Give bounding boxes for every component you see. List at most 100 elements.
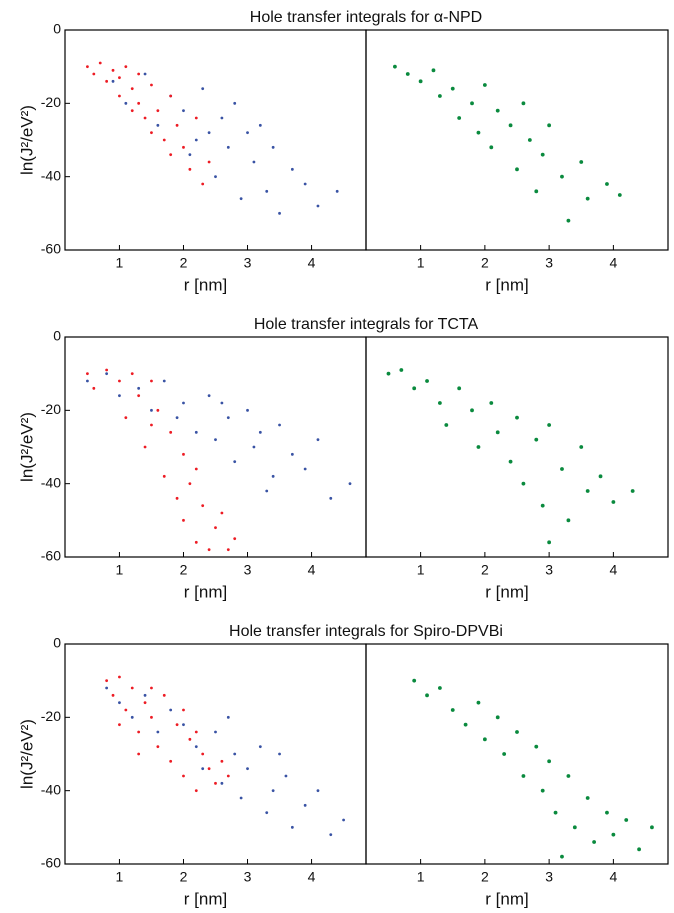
data-point xyxy=(150,408,153,412)
data-point xyxy=(111,693,115,697)
data-point xyxy=(226,715,230,719)
data-point xyxy=(118,701,121,705)
data-point xyxy=(137,394,141,398)
y-axis-label: ln(J²/eV²) xyxy=(17,412,36,482)
data-point xyxy=(579,160,584,164)
data-point xyxy=(182,401,185,405)
data-point xyxy=(252,160,256,164)
data-point xyxy=(220,781,224,785)
data-point xyxy=(220,759,224,763)
data-point xyxy=(182,109,185,113)
y-tick-label: -60 xyxy=(41,548,61,564)
data-point xyxy=(560,854,564,859)
data-point xyxy=(105,679,109,683)
data-point xyxy=(329,833,333,837)
plot-frame xyxy=(365,336,669,558)
data-point xyxy=(386,371,391,376)
data-point xyxy=(278,211,281,215)
x-tick-label: 1 xyxy=(417,562,425,578)
data-point xyxy=(540,788,545,793)
data-point xyxy=(124,708,128,712)
data-point xyxy=(437,94,442,98)
data-point xyxy=(233,537,237,541)
x-tick-label: 2 xyxy=(180,562,188,578)
data-point xyxy=(105,686,109,690)
x-tick-label: 2 xyxy=(481,562,489,578)
data-point xyxy=(118,379,121,383)
data-point xyxy=(130,686,134,690)
x-tick-label: 3 xyxy=(545,562,553,578)
data-point xyxy=(418,79,423,84)
data-point xyxy=(220,401,224,405)
data-point xyxy=(175,123,179,127)
data-point xyxy=(605,810,609,815)
data-point xyxy=(162,138,166,142)
data-point xyxy=(124,65,128,69)
data-point xyxy=(207,767,211,771)
data-point xyxy=(207,548,211,552)
data-point xyxy=(150,686,153,690)
x-tick-label: 3 xyxy=(244,562,252,578)
data-point xyxy=(515,730,519,734)
data-point xyxy=(143,693,147,697)
x-tick-label: 3 xyxy=(244,255,252,271)
data-point xyxy=(105,368,109,372)
data-point xyxy=(476,130,481,135)
y-tick-label: -60 xyxy=(41,241,61,257)
data-point xyxy=(431,68,436,73)
data-point xyxy=(515,415,519,420)
y-tick-label: 0 xyxy=(53,328,61,344)
data-point xyxy=(521,101,526,106)
data-point xyxy=(290,825,294,829)
data-point xyxy=(290,167,294,171)
x-tick-label: 1 xyxy=(417,255,425,271)
data-point xyxy=(290,452,294,456)
data-point xyxy=(566,218,571,223)
data-point xyxy=(194,430,198,434)
x-tick-label: 4 xyxy=(609,869,617,885)
data-point xyxy=(246,408,249,412)
data-point xyxy=(226,774,230,778)
data-point xyxy=(489,401,494,405)
data-point xyxy=(137,752,141,756)
data-point xyxy=(547,423,552,427)
data-point xyxy=(252,445,256,449)
data-point xyxy=(150,715,153,719)
data-point xyxy=(342,818,345,822)
data-point xyxy=(348,482,352,486)
x-axis-label: r [nm] xyxy=(184,275,227,294)
data-point xyxy=(156,408,160,412)
data-point xyxy=(534,744,539,749)
data-point xyxy=(194,116,198,120)
data-point xyxy=(335,189,339,193)
chart-title: Hole transfer integrals for Spiro-DPVBi xyxy=(229,623,503,640)
data-point xyxy=(194,730,198,734)
data-point xyxy=(233,460,237,464)
data-point xyxy=(534,189,539,194)
data-point xyxy=(130,715,134,719)
data-point xyxy=(303,182,307,186)
data-point xyxy=(156,730,160,734)
data-point xyxy=(214,781,217,785)
data-point xyxy=(598,474,603,479)
data-point xyxy=(143,116,147,120)
data-point xyxy=(630,489,635,493)
data-point xyxy=(450,708,455,712)
data-point xyxy=(425,693,429,698)
data-point xyxy=(169,759,173,763)
data-point xyxy=(566,774,571,778)
data-point xyxy=(476,445,481,449)
data-point xyxy=(611,832,616,837)
data-point xyxy=(316,204,320,208)
data-point xyxy=(182,723,185,727)
data-point xyxy=(130,372,134,376)
data-point xyxy=(495,108,500,113)
data-point xyxy=(425,379,429,383)
x-axis-label: r [nm] xyxy=(184,889,227,908)
data-point xyxy=(92,386,96,390)
x-tick-label: 2 xyxy=(481,255,489,271)
data-point xyxy=(553,810,558,815)
data-point xyxy=(399,368,404,372)
x-tick-label: 4 xyxy=(308,562,316,578)
data-point xyxy=(220,116,224,120)
